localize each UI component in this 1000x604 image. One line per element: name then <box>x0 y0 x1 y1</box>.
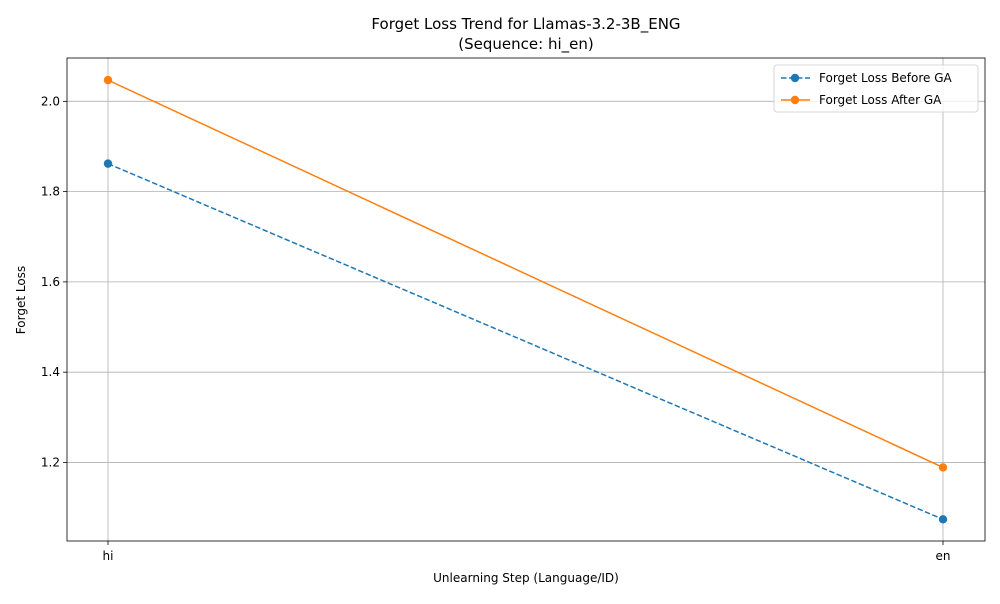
y-tick-label: 1.4 <box>41 365 60 379</box>
series-2-point <box>103 75 113 85</box>
series-1-point <box>938 515 948 524</box>
legend-swatch-marker-1 <box>790 73 800 83</box>
series-line-1 <box>107 162 944 521</box>
series-group <box>103 75 948 524</box>
y-axis-label: Forget Loss <box>14 266 28 334</box>
legend-label-1: Forget Loss Before GA <box>819 71 953 85</box>
chart-title: Forget Loss Trend for Llamas-3.2-3B_ENG <box>371 15 680 34</box>
chart-subtitle: (Sequence: hi_en) <box>458 35 593 54</box>
legend: Forget Loss Before GA Forget Loss After G… <box>773 64 979 113</box>
x-axis-label: Unlearning Step (Language/ID) <box>433 571 619 585</box>
x-tick-label: hi <box>103 549 114 563</box>
ticks: hi en 1.2 1.4 1.6 1.8 2.0 <box>41 94 951 563</box>
y-tick-label: 1.6 <box>41 275 60 289</box>
y-tick-label: 2.0 <box>41 94 60 108</box>
legend-swatch-marker-2 <box>790 95 800 105</box>
series-line-2 <box>107 79 944 469</box>
series-2-point <box>938 463 948 472</box>
y-tick-label: 1.8 <box>41 185 60 199</box>
plot-area-frame <box>66 57 986 542</box>
grid <box>67 58 985 541</box>
x-tick-label: en <box>936 549 951 563</box>
legend-box <box>773 64 979 113</box>
legend-label-2: Forget Loss After GA <box>819 93 942 107</box>
y-tick-label: 1.2 <box>41 455 60 469</box>
series-1-point <box>103 159 113 168</box>
